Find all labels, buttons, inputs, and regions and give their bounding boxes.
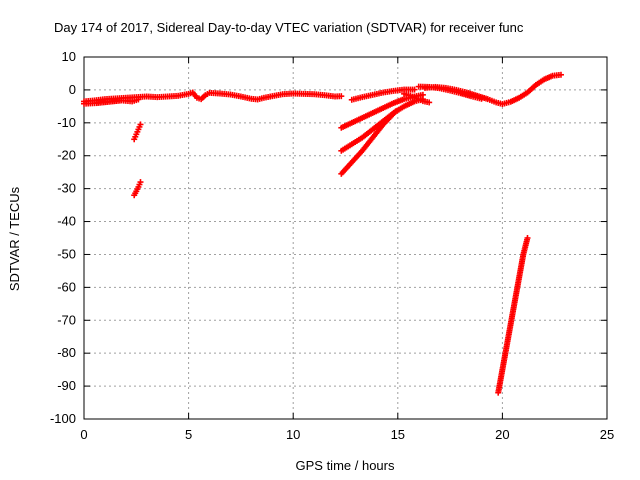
data-point-steep-20	[524, 235, 531, 241]
plot-frame	[83, 56, 608, 420]
data-point-main-track-a	[338, 93, 345, 100]
x-tick-label: 0	[80, 427, 87, 442]
y-tick-label: -60	[57, 279, 76, 294]
y-tick-label: -30	[57, 181, 76, 196]
x-tick-label: 25	[600, 427, 614, 442]
y-tick-label: -20	[57, 148, 76, 163]
y-tick-label: -40	[57, 214, 76, 229]
data-point-main-track-b	[135, 96, 142, 103]
x-tick-label: 20	[495, 427, 509, 442]
x-tick-label: 5	[185, 427, 192, 442]
y-tick-label: -50	[57, 246, 76, 261]
data-point-dip-2p5-a	[137, 121, 144, 128]
x-tick-label: 15	[391, 427, 405, 442]
data-point-dip-2p5-b	[137, 179, 144, 186]
data-point-main-track-e	[426, 99, 433, 106]
y-axis-label: SDTVAR / TECUs	[7, 186, 22, 291]
x-tick-label: 10	[286, 427, 300, 442]
data-point-drop-12-c	[392, 108, 399, 115]
data-point-main-track-c	[411, 86, 418, 93]
chart-title: Day 174 of 2017, Sidereal Day-to-day VTE…	[54, 20, 524, 35]
y-tick-label: -100	[50, 411, 76, 426]
y-tick-label: -90	[57, 378, 76, 393]
data-point-main-track-d	[557, 71, 564, 78]
data-marks	[81, 71, 564, 396]
y-tick-label: -80	[57, 345, 76, 360]
y-tick-label: -70	[57, 312, 76, 327]
y-tick-label: -10	[57, 115, 76, 130]
data-point-main-track-f	[478, 95, 485, 102]
x-axis-label: GPS time / hours	[296, 458, 395, 473]
y-tick-label: 10	[62, 49, 76, 64]
axes: 0 5 10 15 20 25 10 0 -10 -20 -30 -40 -50 -60 -70 -80 -90…	[50, 49, 614, 442]
y-tick-label: 0	[69, 82, 76, 97]
data-point-drop-12-b	[419, 96, 426, 103]
